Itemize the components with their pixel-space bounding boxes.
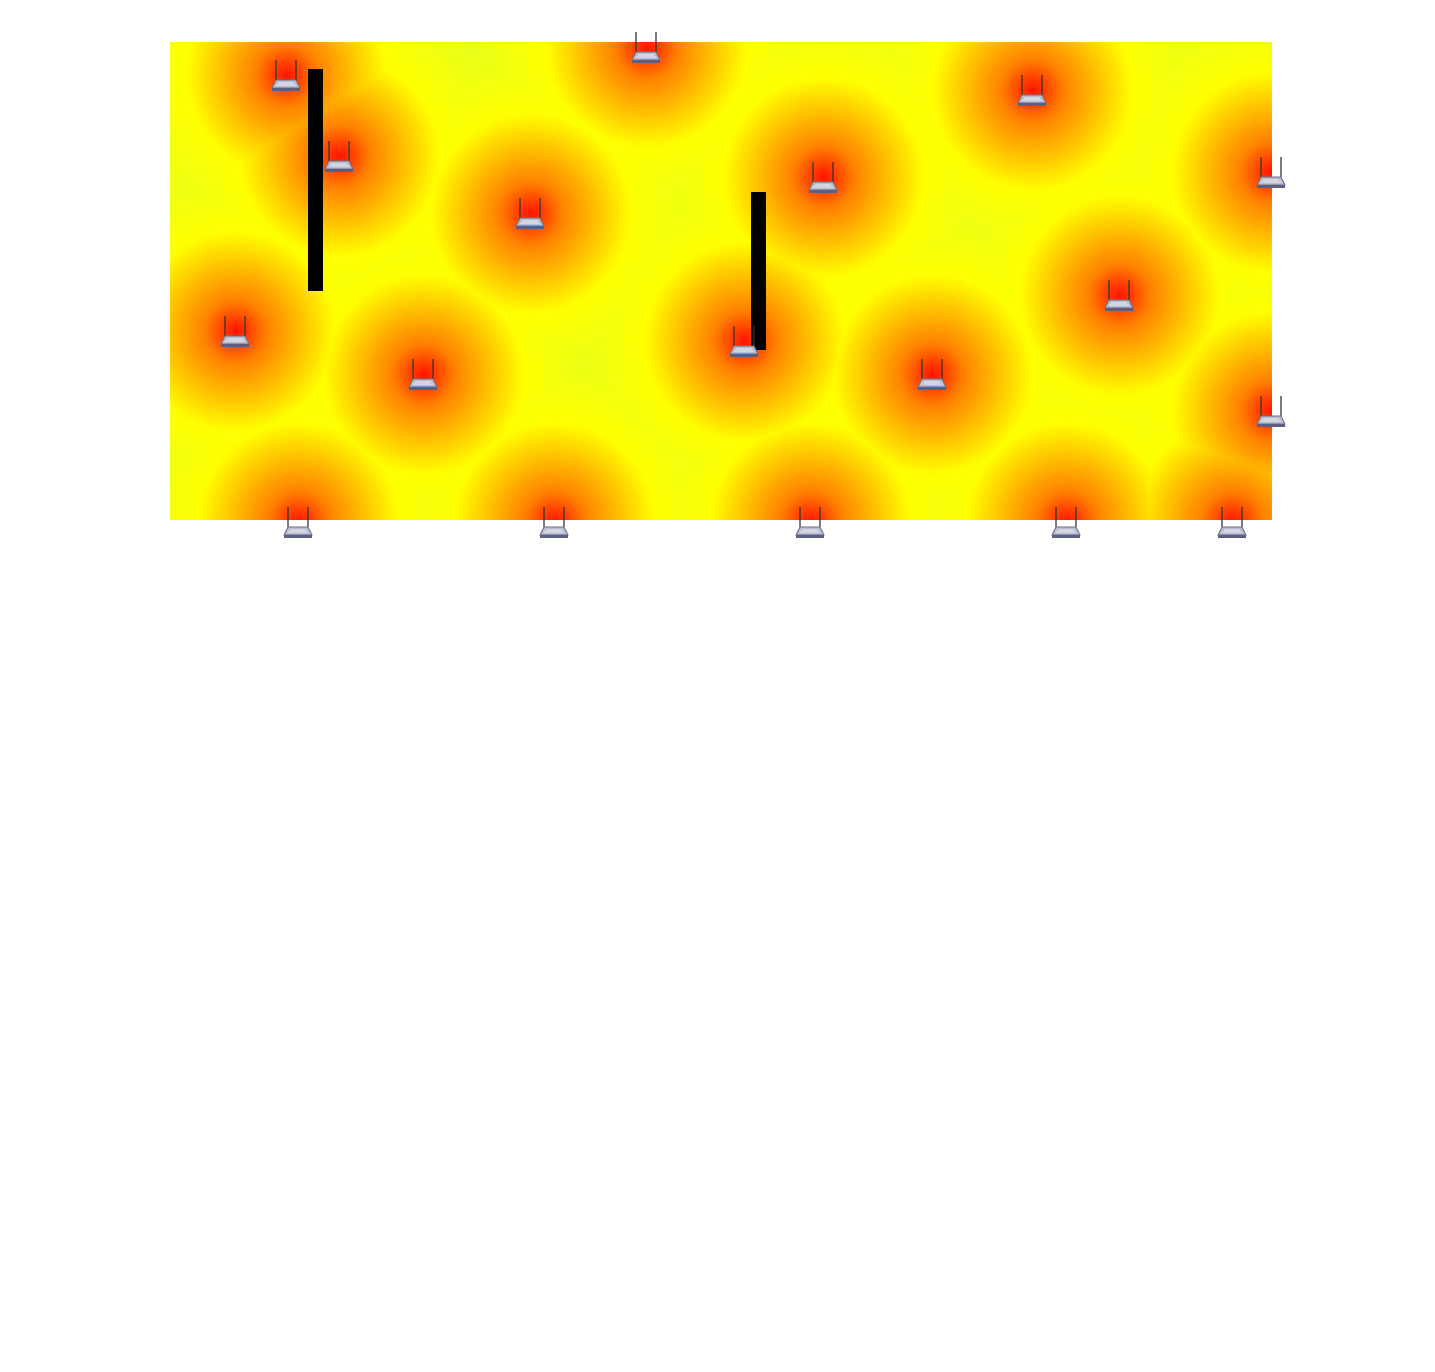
router[interactable] bbox=[794, 505, 826, 539]
wall[interactable] bbox=[308, 69, 323, 291]
wifi-router-icon bbox=[1256, 157, 1286, 188]
router[interactable] bbox=[1050, 505, 1082, 539]
router[interactable] bbox=[282, 505, 314, 539]
router[interactable] bbox=[407, 357, 439, 391]
wifi-router-icon bbox=[1217, 507, 1247, 538]
router[interactable] bbox=[1103, 278, 1135, 312]
wifi-router-icon bbox=[1051, 507, 1081, 538]
wifi-router-icon bbox=[220, 316, 250, 347]
wifi-router-icon bbox=[515, 198, 545, 229]
wifi-router-icon bbox=[808, 162, 838, 193]
wall[interactable] bbox=[751, 192, 766, 350]
wifi-router-icon bbox=[917, 359, 947, 390]
router[interactable] bbox=[916, 357, 948, 391]
router[interactable] bbox=[807, 160, 839, 194]
router[interactable] bbox=[630, 30, 662, 64]
wifi-router-icon bbox=[408, 359, 438, 390]
wifi-router-icon bbox=[729, 326, 759, 357]
wifi-router-icon bbox=[271, 60, 301, 91]
router[interactable] bbox=[728, 324, 760, 358]
router[interactable] bbox=[1216, 505, 1248, 539]
wifi-router-icon bbox=[1104, 280, 1134, 311]
wifi-router-icon bbox=[631, 32, 661, 63]
wifi-router-icon bbox=[1017, 75, 1047, 106]
router[interactable] bbox=[1255, 394, 1287, 428]
router[interactable] bbox=[538, 505, 570, 539]
router[interactable] bbox=[270, 58, 302, 92]
router[interactable] bbox=[219, 314, 251, 348]
wifi-router-icon bbox=[324, 141, 354, 172]
router[interactable] bbox=[1255, 155, 1287, 189]
wifi-router-icon bbox=[539, 507, 569, 538]
signal-heatmap[interactable] bbox=[170, 42, 1272, 520]
router[interactable] bbox=[323, 139, 355, 173]
wifi-router-icon bbox=[1256, 396, 1286, 427]
wifi-router-icon bbox=[795, 507, 825, 538]
router[interactable] bbox=[1016, 73, 1048, 107]
wifi-router-icon bbox=[283, 507, 313, 538]
router[interactable] bbox=[514, 196, 546, 230]
